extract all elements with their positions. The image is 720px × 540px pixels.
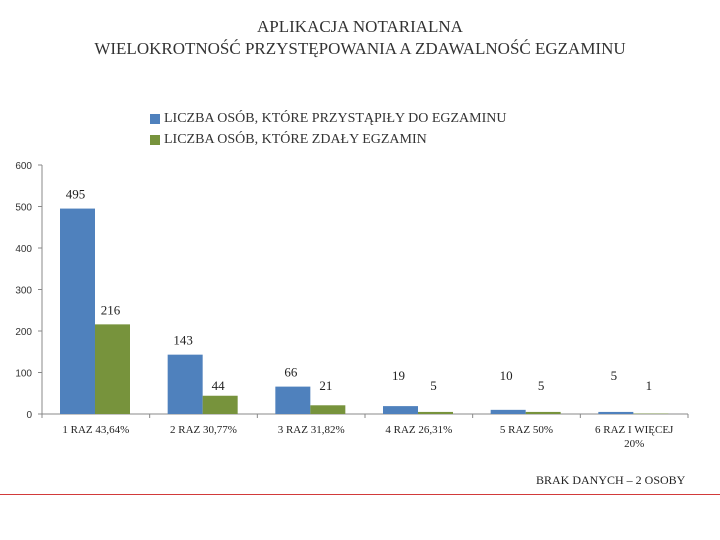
- data-label: 1: [646, 378, 653, 393]
- data-label: 5: [430, 378, 437, 393]
- bar-passed: [202, 395, 238, 414]
- legend-swatch-passed: [150, 134, 160, 145]
- category-label: 3 RAZ 31,82%: [278, 424, 345, 436]
- legend-label-passed: LICZBA OSÓB, KTÓRE ZDAŁY EGZAMIN: [164, 131, 427, 147]
- data-label: 495: [66, 187, 86, 202]
- data-label: 5: [538, 378, 545, 393]
- y-tick-label: 300: [15, 286, 32, 297]
- bar-passed: [525, 411, 561, 414]
- missing-data-note: BRAK DANYCH – 2 OSOBY: [536, 473, 686, 487]
- y-tick-label: 100: [15, 369, 32, 380]
- chart-title: APLIKACJA NOTARIALNA: [257, 17, 463, 36]
- y-tick-label: 200: [15, 327, 32, 338]
- bar-attempted: [490, 409, 526, 414]
- data-label: 143: [173, 333, 193, 348]
- data-label: 21: [319, 378, 332, 393]
- data-label: 19: [392, 368, 405, 383]
- data-label: 5: [611, 368, 618, 383]
- legend: LICZBA OSÓB, KTÓRE PRZYSTĄPIŁY DO EGZAMI…: [150, 108, 507, 150]
- category-label: 5 RAZ 50%: [500, 424, 553, 436]
- category-label: 4 RAZ 26,31%: [385, 424, 452, 436]
- data-label: 44: [212, 378, 226, 393]
- y-tick-label: 600: [15, 161, 32, 172]
- bar-attempted: [275, 386, 311, 414]
- legend-item-passed: LICZBA OSÓB, KTÓRE ZDAŁY EGZAMIN: [150, 129, 507, 150]
- category-label: 20%: [624, 438, 644, 450]
- bar-attempted: [383, 406, 418, 414]
- category-label: 6 RAZ I WIĘCEJ: [595, 424, 674, 436]
- bar-attempted: [167, 354, 203, 414]
- legend-label-attempted: LICZBA OSÓB, KTÓRE PRZYSTĄPIŁY DO EGZAMI…: [164, 110, 507, 126]
- bar-passed: [310, 405, 346, 414]
- data-label: 66: [284, 365, 298, 380]
- y-tick-label: 0: [26, 410, 32, 421]
- bar-chart: 0 100 200 300 400 500 600 495 216 1 RAZ 43,64% 143…: [15, 161, 689, 450]
- bar-attempted: [60, 208, 95, 414]
- legend-swatch-attempted: [150, 113, 160, 124]
- bar-attempted: [598, 411, 634, 414]
- data-label: 216: [101, 302, 121, 317]
- chart-subtitle: WIELOKROTNOŚĆ PRZYSTĘPOWANIA A ZDAWALNOŚ…: [94, 39, 626, 58]
- y-tick-label: 500: [15, 203, 32, 214]
- data-label: 10: [500, 368, 513, 383]
- category-label: 1 RAZ 43,64%: [62, 424, 129, 436]
- legend-item-attempted: LICZBA OSÓB, KTÓRE PRZYSTĄPIŁY DO EGZAMI…: [150, 108, 507, 129]
- bar-passed: [95, 324, 130, 414]
- bar-passed: [418, 411, 453, 414]
- y-tick-label: 400: [15, 244, 32, 255]
- footer-divider: [0, 494, 720, 495]
- category-label: 2 RAZ 30,77%: [170, 424, 237, 436]
